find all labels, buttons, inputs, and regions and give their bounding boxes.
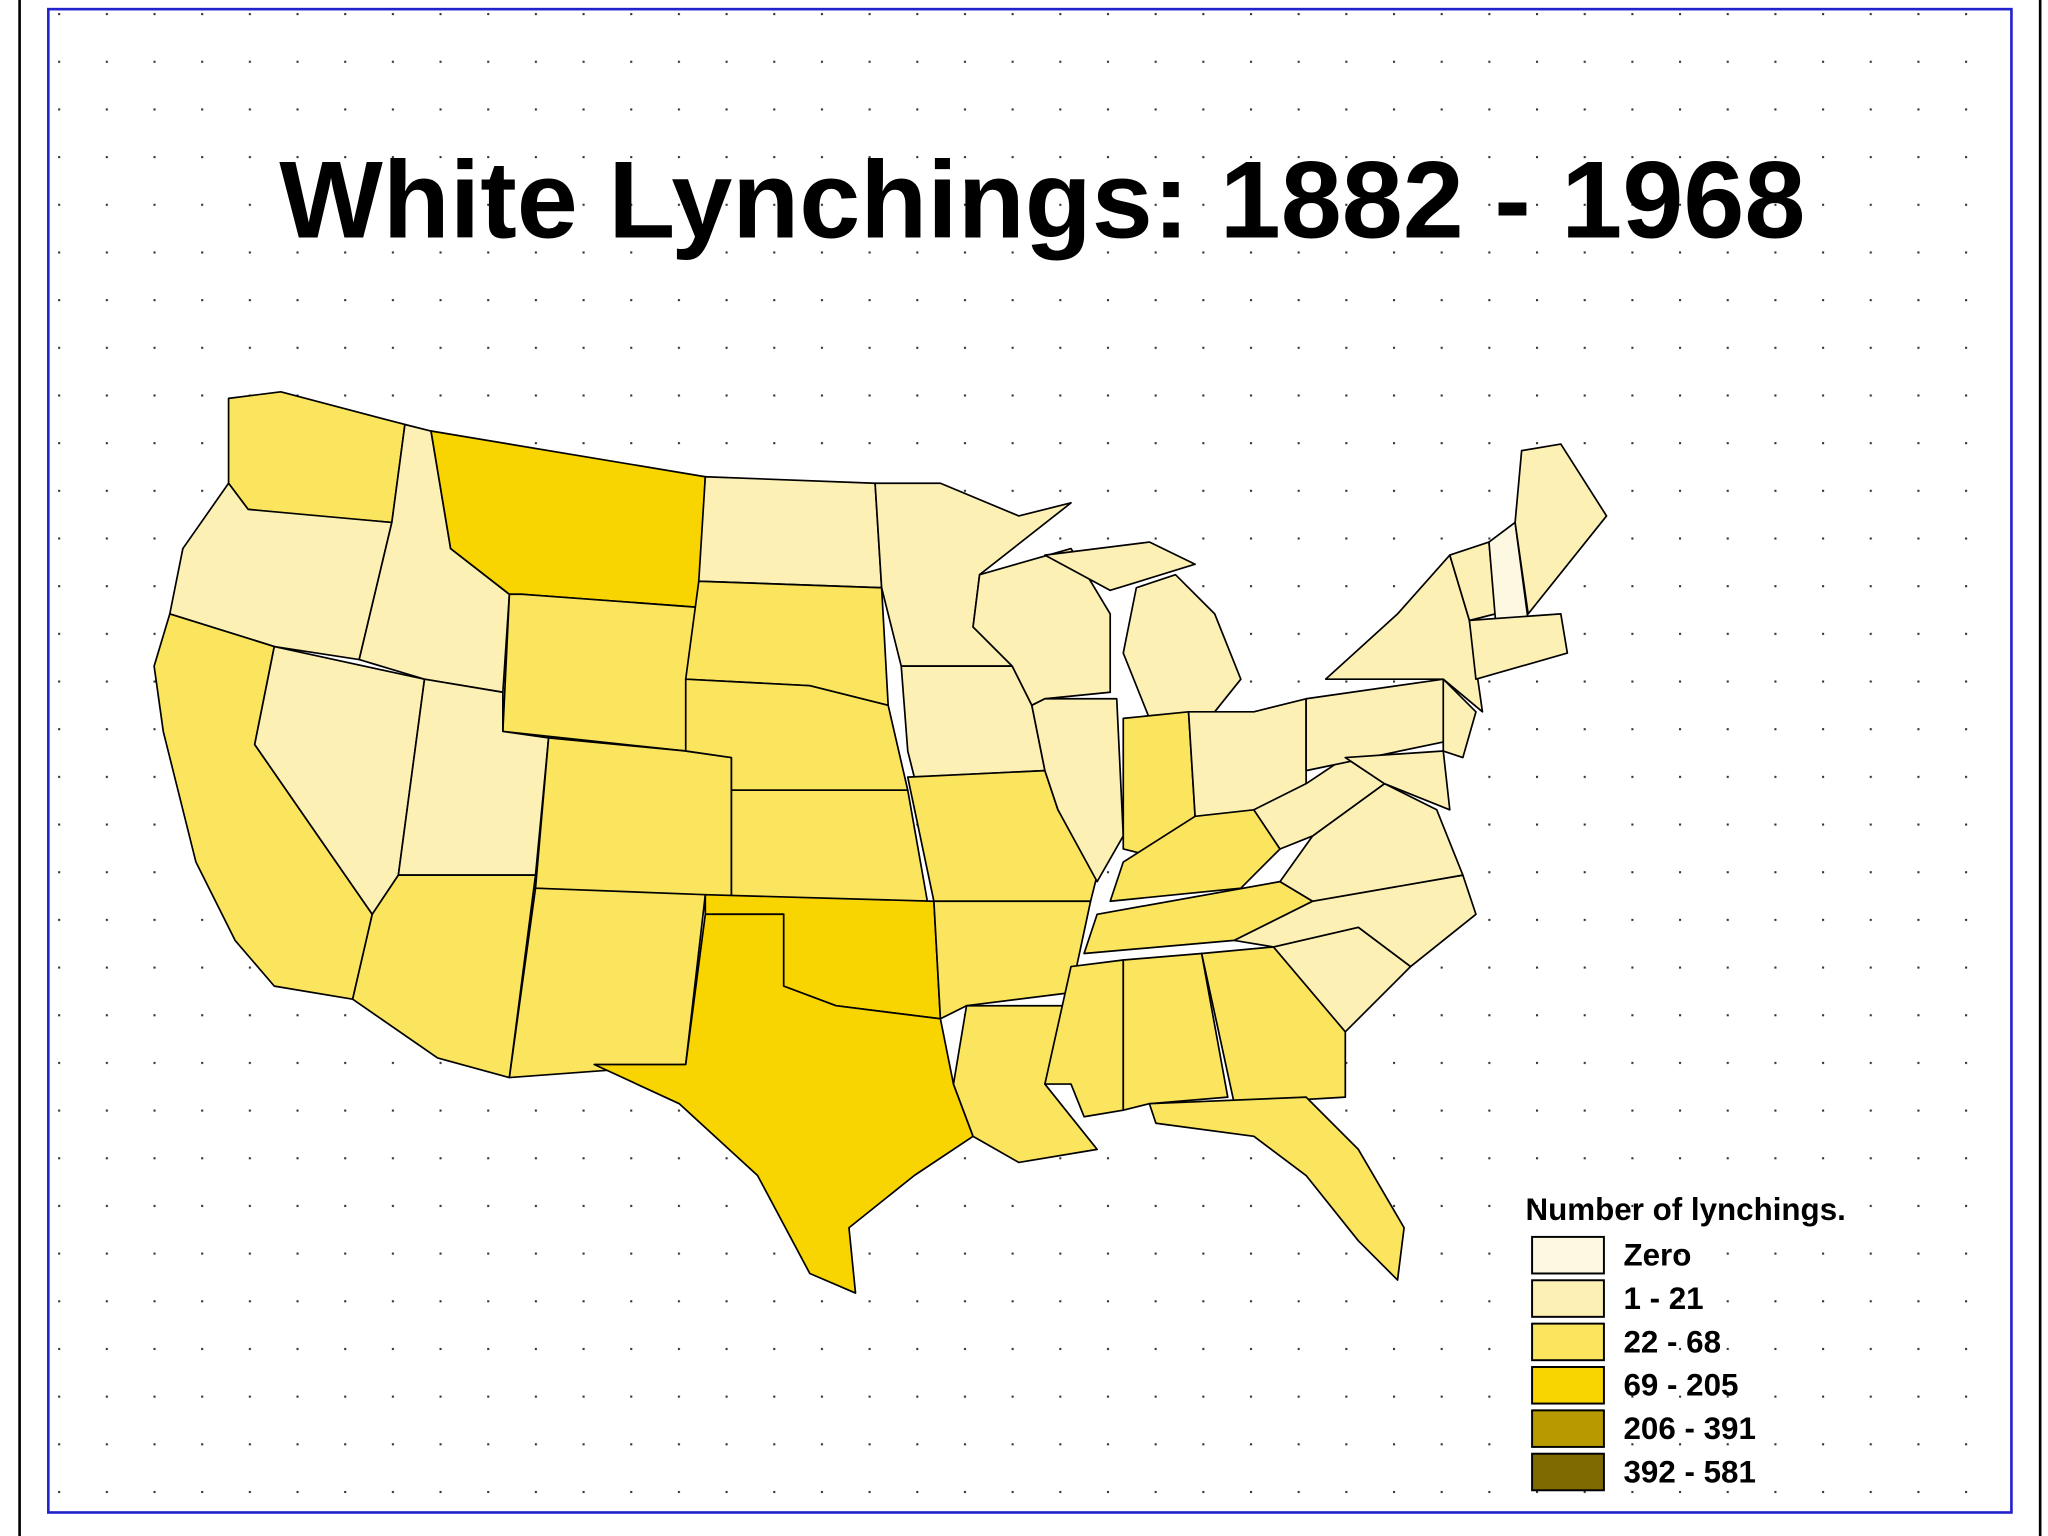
state xyxy=(1344,750,1451,811)
map-title: White Lynchings: 1882 - 1968 xyxy=(279,140,1805,262)
state xyxy=(168,482,393,661)
legend-label: Zero xyxy=(1624,1238,1692,1273)
state xyxy=(351,874,537,1079)
state xyxy=(1122,573,1242,720)
state xyxy=(508,887,707,1079)
legend-swatch xyxy=(1531,1409,1605,1448)
legend-swatch xyxy=(1531,1366,1605,1405)
legend-swatch xyxy=(1531,1452,1605,1492)
legend-label: 206 - 391 xyxy=(1624,1411,1756,1446)
legend-swatch xyxy=(1531,1279,1605,1318)
state xyxy=(697,475,883,589)
state xyxy=(534,737,733,903)
state xyxy=(502,593,700,752)
state xyxy=(1122,952,1229,1112)
legend-swatch xyxy=(1531,1235,1605,1275)
us-states xyxy=(153,390,1608,1294)
legend-swatch xyxy=(1531,1322,1605,1362)
state xyxy=(933,900,1092,1020)
legend-label: 392 - 581 xyxy=(1624,1454,1756,1489)
legend-title: Number of lynchings. xyxy=(1526,1192,1846,1227)
state xyxy=(593,913,974,1294)
legend-label: 69 - 205 xyxy=(1624,1368,1739,1403)
state xyxy=(1044,541,1196,592)
legend-label: 1 - 21 xyxy=(1624,1281,1704,1316)
state xyxy=(1468,613,1569,681)
state xyxy=(1148,1096,1405,1281)
state xyxy=(730,789,929,903)
state xyxy=(1442,678,1477,759)
legend: Number of lynchings. Zero 1 - 21 22 - 68 69… xyxy=(1526,1192,1846,1492)
state xyxy=(1514,443,1608,615)
legend-label: 22 - 68 xyxy=(1624,1324,1722,1359)
state xyxy=(1030,697,1125,883)
